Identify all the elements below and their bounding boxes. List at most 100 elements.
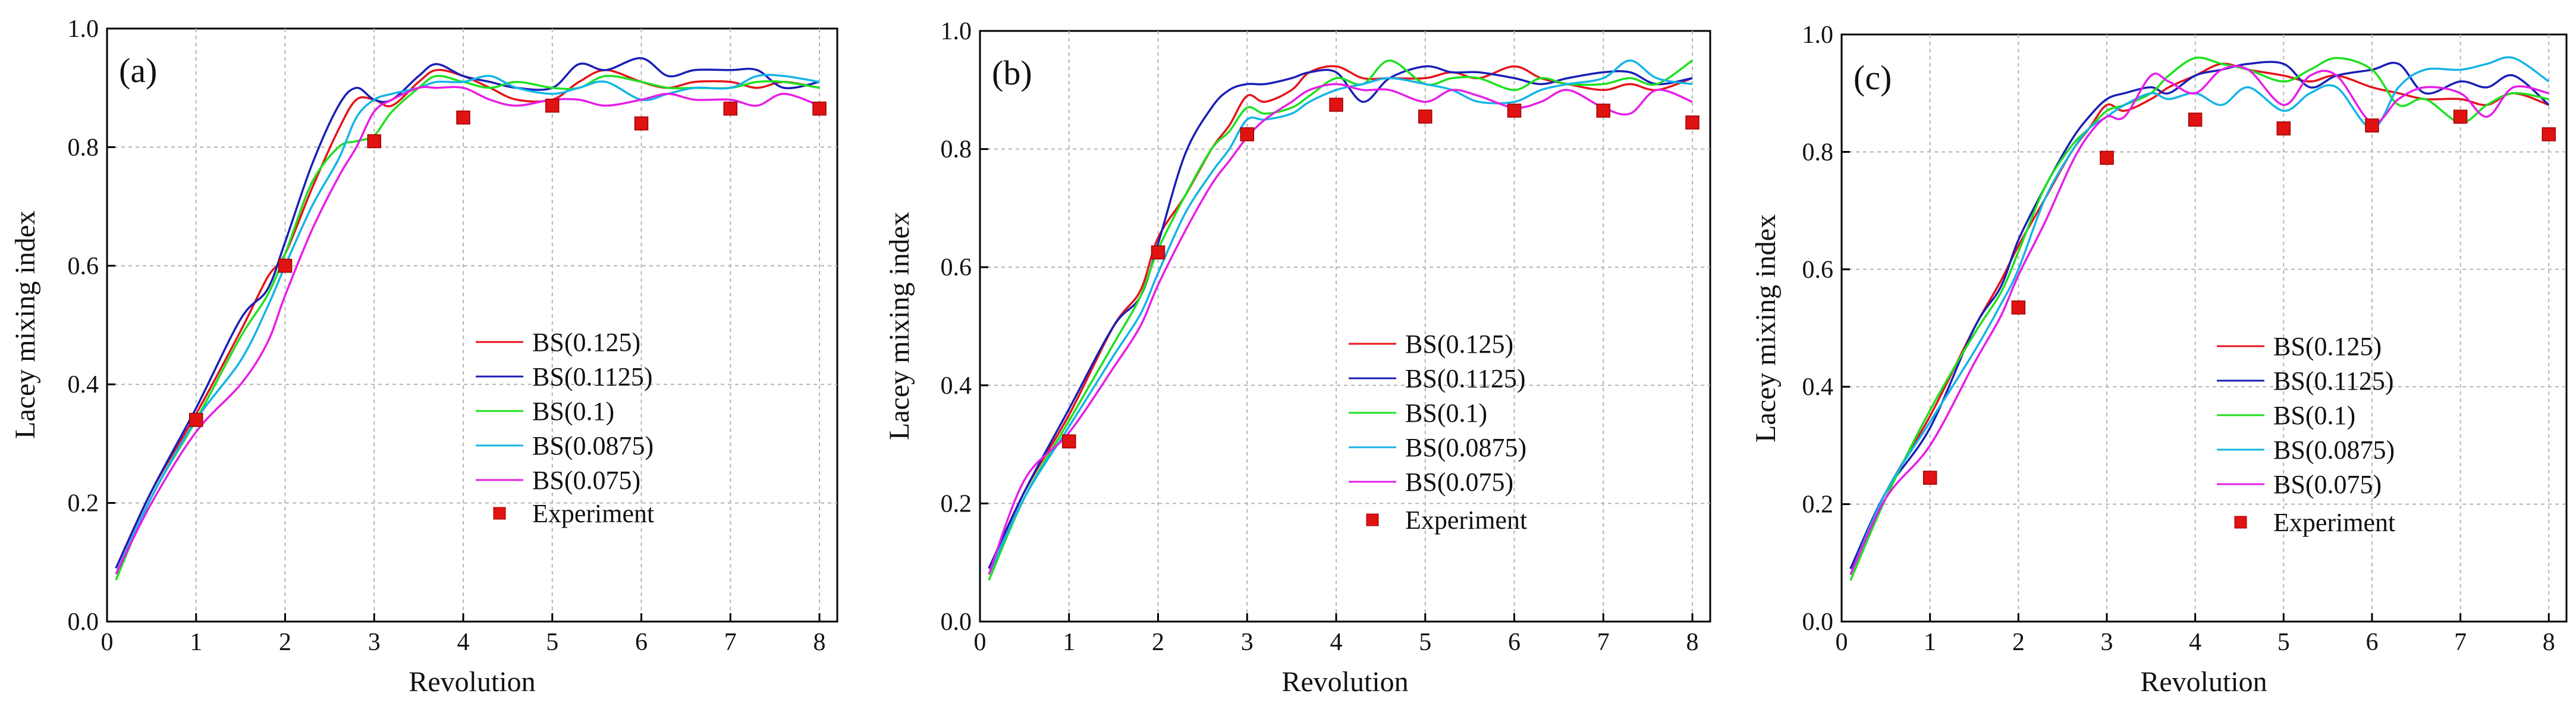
x-tick-label: 3	[368, 629, 381, 656]
y-tick-label: 0.6	[941, 254, 972, 281]
legend-label: BS(0.1125)	[532, 362, 653, 391]
experiment-point	[2453, 109, 2468, 124]
tick-marks	[1840, 33, 2550, 623]
legend-label: BS(0.075)	[2273, 470, 2382, 499]
x-tick-label: 2	[279, 629, 291, 656]
legend-label: BS(0.075)	[1405, 468, 1513, 497]
experiment-points	[189, 98, 827, 427]
x-tick-label: 7	[724, 629, 737, 656]
x-axis-title: Revolution	[2140, 666, 2267, 698]
x-tick-label: 0	[1836, 629, 1848, 656]
legend-marker	[493, 507, 506, 520]
legend-marker	[1366, 513, 1379, 526]
legend-label: BS(0.125)	[1405, 330, 1513, 359]
x-tick-label: 4	[457, 629, 470, 656]
x-tick-label: 0	[101, 629, 114, 656]
x-axis-title: Revolution	[409, 666, 535, 698]
experiment-point	[1418, 109, 1432, 124]
x-tick-label: 2	[2012, 629, 2025, 656]
series-line	[115, 74, 820, 581]
experiment-point	[189, 413, 203, 427]
y-tick-label: 0.8	[941, 136, 972, 164]
series-group	[115, 57, 820, 581]
panel-label: (a)	[119, 51, 157, 90]
series-line	[988, 59, 1693, 581]
x-tick-label: 4	[1330, 629, 1343, 656]
y-axis-title: Lacey mixing index	[1750, 214, 1782, 443]
panel-label: (b)	[992, 54, 1032, 92]
experiment-point	[1240, 127, 1255, 142]
legend-label: BS(0.0875)	[1405, 433, 1526, 462]
x-tick-labels: 0 1 2 3 4 5 6 7 8	[1836, 629, 2555, 656]
experiment-point	[2365, 118, 2379, 133]
legend: BS(0.125) BS(0.1125) BS(0.1) BS(0.0875) …	[2217, 332, 2395, 537]
plot-frame	[1840, 33, 2568, 623]
y-axis-title: Lacey mixing index	[884, 212, 915, 440]
experiment-point	[278, 259, 293, 273]
experiment-point	[1329, 98, 1343, 112]
x-tick-label: 0	[974, 629, 987, 656]
x-tick-label: 5	[1419, 629, 1431, 656]
y-tick-label: 1.0	[941, 18, 972, 45]
experiment-point	[1062, 434, 1076, 448]
experiment-point	[2276, 121, 2291, 136]
x-tick-label: 1	[1924, 629, 1936, 656]
series-line	[115, 57, 820, 569]
experiment-points	[1062, 98, 1699, 448]
legend-label: Experiment	[2273, 508, 2395, 537]
series-line	[115, 86, 820, 575]
legend-label: BS(0.1125)	[1405, 364, 1526, 393]
y-tick-label: 0.6	[1802, 256, 1834, 284]
series-line	[1849, 61, 2550, 569]
series-line	[1849, 56, 2550, 575]
experiment-point	[2542, 127, 2556, 142]
x-tick-label: 3	[1241, 629, 1254, 656]
plot-frame	[106, 27, 838, 623]
experiment-point	[545, 98, 560, 113]
x-tick-label: 1	[1063, 629, 1075, 656]
gridlines	[980, 31, 1710, 622]
y-axis-title: Lacey mixing index	[10, 211, 41, 439]
legend-label: BS(0.1)	[2273, 401, 2355, 430]
y-tick-label: 1.0	[68, 15, 99, 43]
experiment-point	[634, 116, 649, 131]
y-tick-label: 0.8	[68, 134, 99, 161]
legend-label: BS(0.0875)	[532, 431, 654, 460]
series-line	[988, 59, 1693, 575]
chart-panel-c: 0 1 2 3 4 5 6 7 8 0.0 0.2 0.4 0.6 0.8 1.…	[1750, 21, 2568, 698]
experiment-point	[812, 101, 827, 116]
chart-panel-b: 0 1 2 3 4 5 6 7 8 0.0 0.2 0.4 0.6 0.8 1.…	[884, 18, 1711, 698]
x-tick-label: 2	[1152, 629, 1164, 656]
series-line	[115, 74, 820, 575]
legend: BS(0.125) BS(0.1125) BS(0.1) BS(0.0875) …	[476, 328, 654, 528]
series-line	[115, 68, 820, 569]
legend-label: BS(0.125)	[532, 328, 640, 357]
x-tick-label: 1	[190, 629, 202, 656]
experiment-point	[1922, 470, 1937, 485]
y-tick-label: 1.0	[1802, 21, 1834, 49]
experiment-point	[1151, 245, 1166, 260]
series-line	[988, 83, 1693, 575]
y-tick-label: 0.0	[1802, 608, 1834, 636]
experiment-point	[456, 110, 470, 125]
y-tick-labels: 0.0 0.2 0.4 0.6 0.8 1.0	[68, 15, 99, 636]
gridlines	[107, 29, 837, 622]
x-tick-label: 6	[2365, 629, 2378, 656]
tick-marks	[106, 27, 821, 623]
legend-label: BS(0.1)	[1405, 399, 1487, 428]
y-tick-label: 0.4	[68, 371, 99, 399]
series-group	[1849, 56, 2550, 581]
legend-label: BS(0.125)	[2273, 332, 2382, 361]
panel-label: (c)	[1854, 58, 1892, 97]
y-tick-label: 0.8	[1802, 139, 1834, 166]
plot-frame	[979, 30, 1711, 623]
legend-label: Experiment	[1405, 506, 1527, 535]
legend-label: BS(0.0875)	[2273, 435, 2395, 465]
series-line	[988, 65, 1693, 569]
x-tick-label: 6	[635, 629, 648, 656]
legend: BS(0.125) BS(0.1125) BS(0.1) BS(0.0875) …	[1349, 330, 1527, 535]
legend-label: BS(0.1)	[532, 397, 614, 426]
x-tick-label: 7	[2454, 629, 2467, 656]
experiment-point	[2188, 112, 2203, 127]
